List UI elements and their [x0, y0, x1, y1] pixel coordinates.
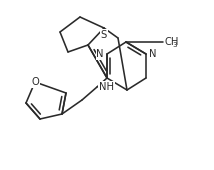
Text: CH: CH — [165, 37, 179, 47]
Text: N: N — [149, 49, 156, 59]
Text: O: O — [31, 77, 39, 87]
Text: NH: NH — [99, 82, 114, 92]
Text: N: N — [97, 49, 104, 59]
Text: S: S — [101, 30, 107, 40]
Text: 3: 3 — [172, 42, 177, 48]
